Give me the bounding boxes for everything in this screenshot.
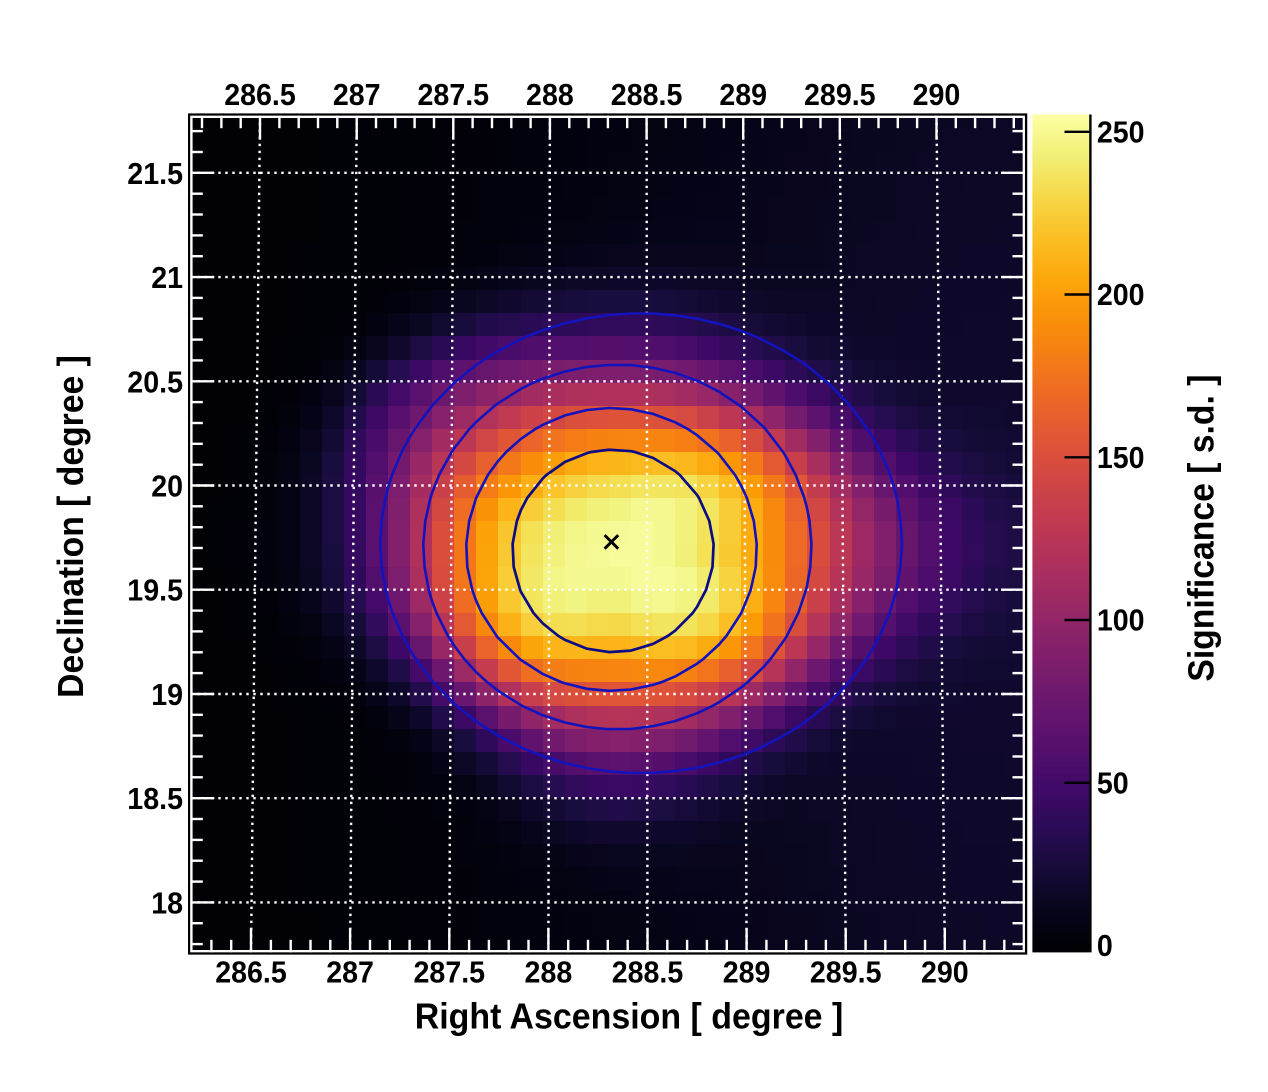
svg-text:150: 150 xyxy=(1097,440,1145,475)
svg-text:Significance [ s.d. ]: Significance [ s.d. ] xyxy=(1181,375,1222,682)
svg-text:288: 288 xyxy=(525,955,573,990)
svg-text:290: 290 xyxy=(921,955,969,990)
svg-text:287: 287 xyxy=(326,955,374,990)
svg-text:20.5: 20.5 xyxy=(127,364,183,399)
svg-text:19: 19 xyxy=(151,677,183,712)
svg-text:100: 100 xyxy=(1097,603,1145,638)
svg-text:289: 289 xyxy=(719,77,767,112)
svg-text:21: 21 xyxy=(151,260,183,295)
svg-text:289: 289 xyxy=(723,955,771,990)
svg-text:289.5: 289.5 xyxy=(804,77,876,112)
svg-text:290: 290 xyxy=(913,77,961,112)
svg-text:287: 287 xyxy=(333,77,381,112)
svg-text:50: 50 xyxy=(1097,766,1129,801)
svg-text:200: 200 xyxy=(1097,277,1145,312)
svg-text:288: 288 xyxy=(526,77,574,112)
svg-text:289.5: 289.5 xyxy=(810,955,882,990)
svg-text:Right Ascension [ degree ]: Right Ascension [ degree ] xyxy=(415,995,844,1036)
svg-text:18: 18 xyxy=(151,885,183,920)
svg-text:288.5: 288.5 xyxy=(611,77,683,112)
svg-text:250: 250 xyxy=(1097,115,1145,150)
svg-text:0: 0 xyxy=(1097,928,1113,963)
svg-text:21.5: 21.5 xyxy=(127,156,183,191)
svg-text:287.5: 287.5 xyxy=(418,77,490,112)
svg-text:20: 20 xyxy=(151,469,183,504)
svg-text:18.5: 18.5 xyxy=(127,781,183,816)
svg-text:286.5: 286.5 xyxy=(224,77,296,112)
svg-text:288.5: 288.5 xyxy=(612,955,684,990)
svg-text:Declination [ degree ]: Declination [ degree ] xyxy=(50,355,91,698)
svg-text:287.5: 287.5 xyxy=(414,955,486,990)
svg-text:19.5: 19.5 xyxy=(127,573,183,608)
svg-text:286.5: 286.5 xyxy=(215,955,287,990)
